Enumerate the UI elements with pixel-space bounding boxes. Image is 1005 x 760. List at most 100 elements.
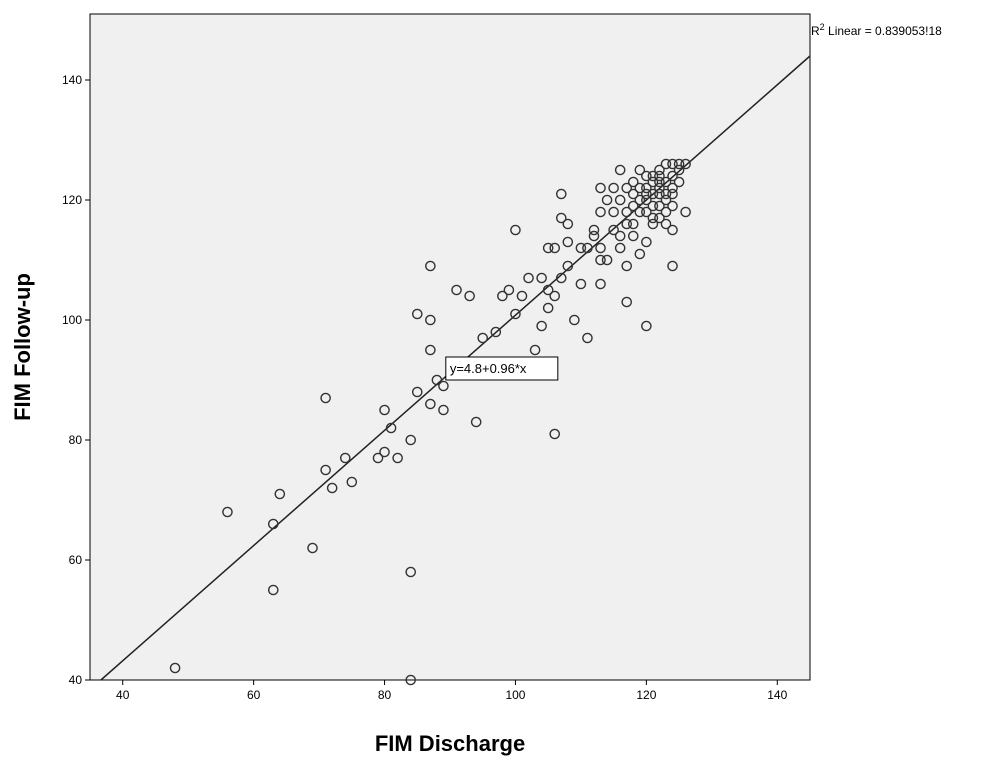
- data-point: [562, 260, 574, 272]
- data-point: [549, 290, 561, 302]
- data-point: [667, 260, 678, 272]
- data-point: [654, 188, 665, 200]
- data-point: [667, 158, 678, 170]
- data-point: [660, 176, 672, 188]
- data-point: [660, 206, 672, 218]
- x-tick-label: 140: [767, 688, 787, 702]
- data-point: [536, 272, 547, 284]
- y-tick-label: 120: [62, 193, 82, 207]
- data-point: [667, 200, 678, 212]
- data-point: [660, 218, 672, 230]
- x-tick-label: 120: [636, 688, 656, 702]
- fit-equation-label: y=4.8+0.96*x: [450, 361, 527, 376]
- data-point: [320, 464, 331, 476]
- data-point: [621, 218, 633, 230]
- data-point: [555, 212, 567, 224]
- data-point: [490, 326, 502, 338]
- y-tick-label: 140: [62, 73, 82, 87]
- data-point: [372, 452, 384, 464]
- data-point: [267, 518, 279, 530]
- y-axis-title: FIM Follow-up: [10, 273, 35, 421]
- data-point: [654, 170, 665, 182]
- data-point: [405, 566, 417, 578]
- data-point: [222, 506, 233, 518]
- data-point: [555, 188, 567, 200]
- data-point: [641, 188, 652, 200]
- data-point: [621, 182, 633, 194]
- data-point: [614, 230, 626, 242]
- data-point: [536, 320, 547, 332]
- data-point: [601, 194, 613, 206]
- data-point: [621, 206, 633, 218]
- data-point: [595, 182, 606, 194]
- data-point: [549, 428, 561, 440]
- y-tick-label: 80: [69, 433, 83, 447]
- data-point: [405, 674, 417, 686]
- data-point: [641, 194, 652, 206]
- data-point: [647, 188, 659, 200]
- data-point: [549, 242, 561, 254]
- data-point: [542, 284, 554, 296]
- data-point: [595, 206, 606, 218]
- data-point: [582, 242, 593, 254]
- data-point: [667, 170, 678, 182]
- data-point: [634, 248, 646, 260]
- data-point: [634, 164, 646, 176]
- data-point: [555, 272, 567, 284]
- data-point: [680, 158, 691, 170]
- x-axis: 40 60 80 100 120 140: [116, 680, 788, 702]
- data-point: [464, 290, 475, 302]
- data-point: [621, 260, 633, 272]
- data-point: [660, 194, 672, 206]
- data-point: [634, 206, 646, 218]
- data-point: [660, 158, 672, 170]
- data-point: [595, 278, 606, 290]
- data-point: [425, 398, 436, 410]
- data-point: [320, 392, 331, 404]
- data-point: [627, 188, 639, 200]
- data-point: [339, 452, 351, 464]
- data-point: [647, 212, 659, 224]
- data-point: [392, 452, 403, 464]
- data-point: [595, 254, 606, 266]
- data-point: [595, 242, 606, 254]
- data-point: [680, 206, 691, 218]
- y-tick-label: 40: [69, 673, 83, 687]
- data-point: [477, 332, 489, 344]
- data-point: [307, 542, 318, 554]
- data-point: [405, 434, 417, 446]
- data-point: [641, 182, 652, 194]
- data-point: [510, 308, 521, 320]
- data-point: [641, 170, 652, 182]
- data-point: [673, 164, 685, 176]
- data-point: [575, 278, 587, 290]
- y-axis: 40 60 80 100 120 140: [62, 73, 90, 687]
- data-point: [438, 404, 449, 416]
- data-point: [588, 230, 600, 242]
- data-point: [667, 182, 678, 194]
- data-point: [562, 236, 574, 248]
- data-point: [274, 488, 286, 500]
- data-point: [660, 188, 672, 200]
- data-point: [169, 662, 181, 674]
- data-point: [667, 224, 678, 236]
- data-point: [411, 386, 423, 398]
- data-point: [451, 284, 462, 296]
- data-point: [523, 272, 534, 284]
- data-point: [503, 284, 515, 296]
- data-point: [647, 176, 659, 188]
- y-tick-label: 100: [62, 313, 82, 327]
- data-point: [634, 194, 646, 206]
- data-point: [542, 242, 554, 254]
- data-point: [425, 314, 436, 326]
- plot-area: [89, 13, 811, 681]
- data-point: [647, 218, 659, 230]
- data-point: [326, 482, 338, 494]
- data-point: [497, 290, 508, 302]
- data-point: [673, 158, 685, 170]
- data-point: [438, 380, 449, 392]
- data-point: [667, 188, 678, 200]
- data-point: [673, 176, 685, 188]
- data-point: [379, 404, 390, 416]
